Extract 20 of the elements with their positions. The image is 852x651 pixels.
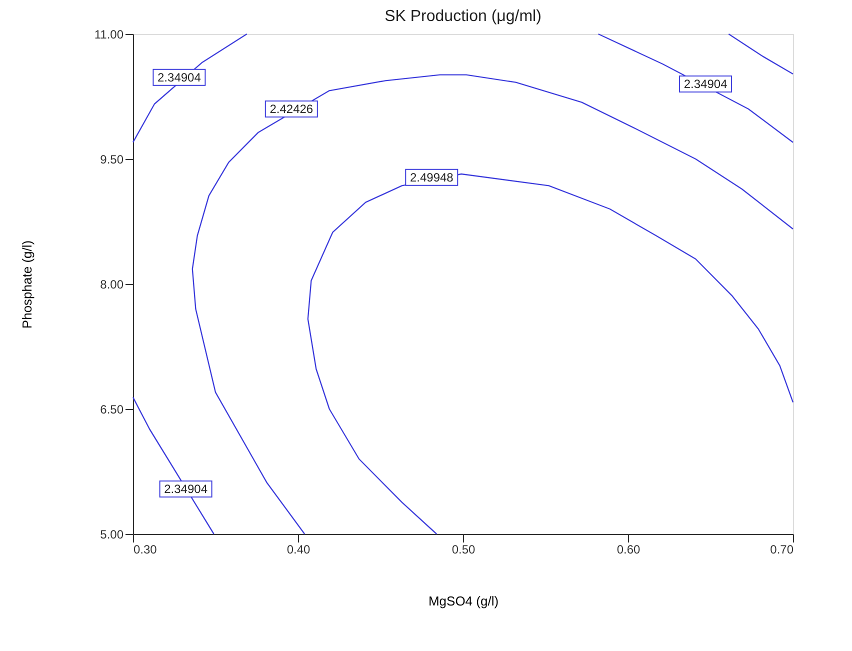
line-series xyxy=(132,33,248,143)
y-tick-label: 11.00 xyxy=(94,28,124,42)
x-tick-label: 0.40 xyxy=(286,542,310,556)
annotation: 2.42426 xyxy=(270,102,314,116)
y-tick-label: 5.00 xyxy=(100,528,124,542)
y-tick-label: 8.00 xyxy=(100,278,124,292)
line-series xyxy=(307,173,794,535)
x-axis-title: MgSO4 (g/l) xyxy=(428,594,499,608)
annotation: 2.34904 xyxy=(158,70,202,84)
y-axis-title: Phosphate (g/l) xyxy=(19,240,34,329)
annotation: 2.34904 xyxy=(684,77,728,91)
x-tick-label: 0.30 xyxy=(134,542,158,556)
annotation: 2.49948 xyxy=(410,170,454,184)
y-tick-label: 9.50 xyxy=(100,152,124,166)
x-tick-label: 0.60 xyxy=(616,542,640,556)
x-tick-label: 0.70 xyxy=(770,542,794,556)
x-tick-label: 0.50 xyxy=(452,542,476,556)
annotation: 2.34904 xyxy=(164,482,208,496)
y-tick-label: 6.50 xyxy=(100,402,124,416)
chart-title: SK Production (μg/ml) xyxy=(384,8,542,25)
